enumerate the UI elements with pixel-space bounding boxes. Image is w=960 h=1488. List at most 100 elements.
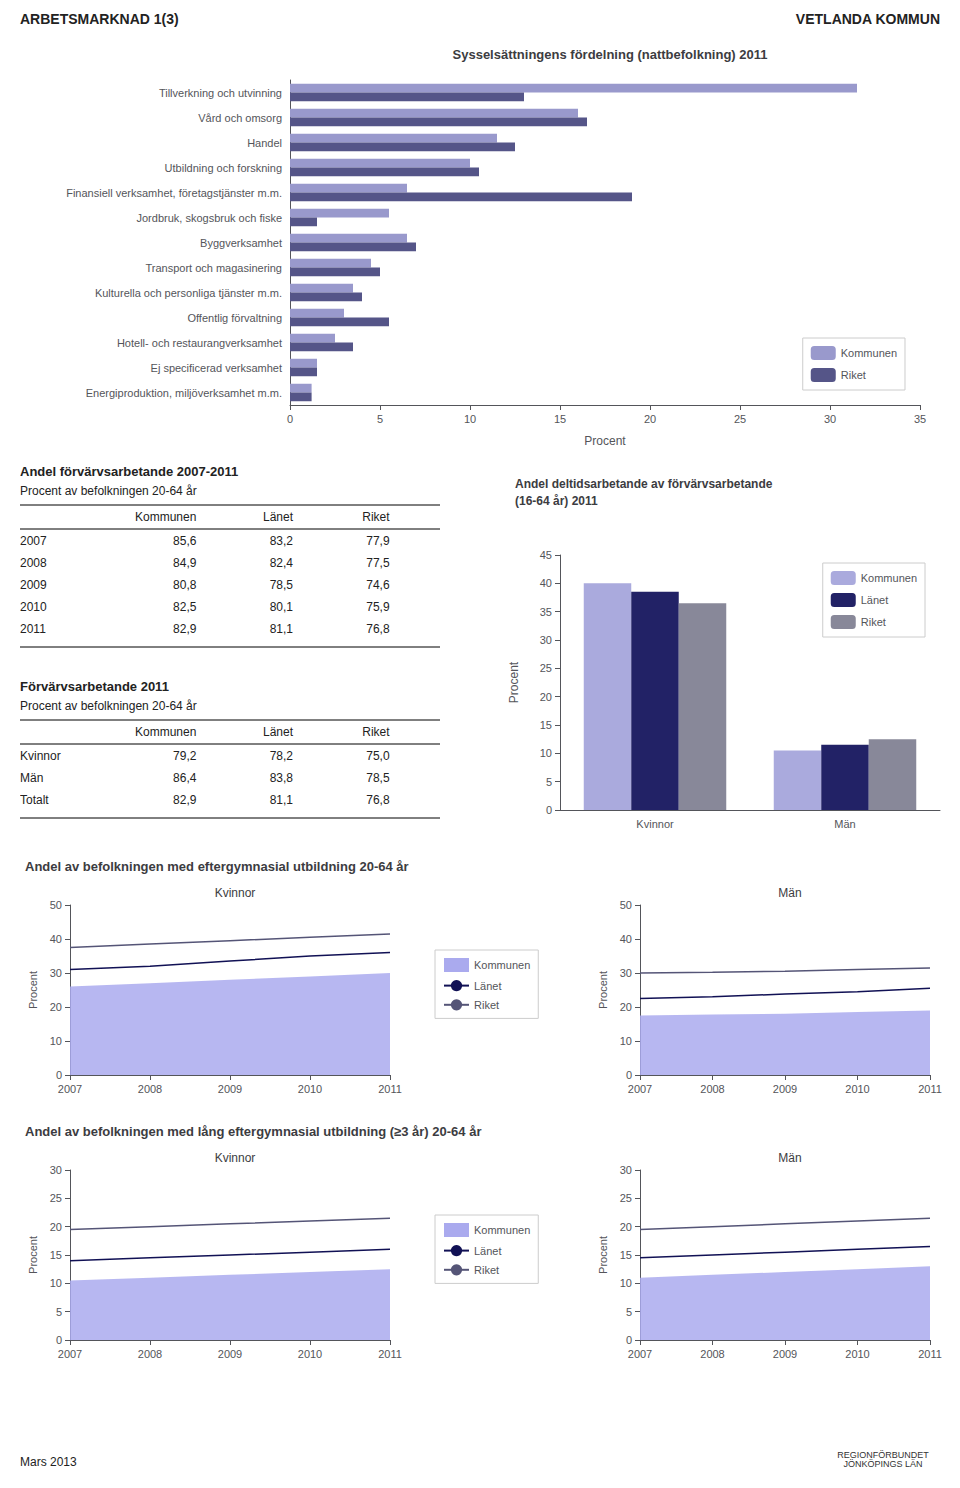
- svg-text:76,8: 76,8: [366, 622, 390, 636]
- svg-text:35: 35: [914, 413, 926, 425]
- svg-text:Mars 2013: Mars 2013: [20, 1455, 77, 1469]
- svg-text:77,5: 77,5: [366, 556, 390, 570]
- svg-text:2007: 2007: [58, 1083, 82, 1095]
- svg-text:2011: 2011: [918, 1348, 942, 1360]
- svg-text:Ej specificerad verksamhet: Ej specificerad verksamhet: [151, 362, 282, 374]
- svg-text:78,5: 78,5: [366, 771, 390, 785]
- svg-text:20: 20: [50, 1001, 62, 1013]
- svg-text:Män: Män: [778, 1151, 801, 1165]
- svg-text:2011: 2011: [378, 1348, 402, 1360]
- svg-text:20: 20: [620, 1221, 632, 1233]
- svg-text:74,6: 74,6: [366, 578, 390, 592]
- svg-text:5: 5: [377, 413, 383, 425]
- svg-text:2011: 2011: [378, 1083, 402, 1095]
- svg-text:ARBETSMARKNAD 1(3): ARBETSMARKNAD 1(3): [20, 11, 179, 27]
- svg-text:Andel deltidsarbetande av förv: Andel deltidsarbetande av förvärvsarbeta…: [515, 477, 773, 491]
- svg-text:25: 25: [734, 413, 746, 425]
- svg-text:50: 50: [50, 899, 62, 911]
- svg-text:Procent: Procent: [584, 434, 626, 448]
- svg-text:2007: 2007: [20, 534, 47, 548]
- svg-text:77,9: 77,9: [366, 534, 390, 548]
- svg-text:Män: Män: [778, 886, 801, 900]
- svg-text:2009: 2009: [773, 1348, 797, 1360]
- svg-text:Finansiell verksamhet, företag: Finansiell verksamhet, företagstjänster …: [66, 187, 282, 199]
- svg-text:Energiproduktion, miljöverksam: Energiproduktion, miljöverksamhet m.m.: [86, 387, 282, 399]
- svg-text:Länet: Länet: [861, 594, 889, 606]
- svg-text:2009: 2009: [218, 1348, 242, 1360]
- svg-text:40: 40: [540, 577, 552, 589]
- svg-text:Hotell- och restaurangverksamh: Hotell- och restaurangverksamhet: [117, 337, 282, 349]
- svg-text:10: 10: [464, 413, 476, 425]
- svg-text:81,1: 81,1: [270, 622, 294, 636]
- svg-text:Förvärvsarbetande 2011: Förvärvsarbetande 2011: [20, 680, 169, 694]
- svg-text:2008: 2008: [138, 1083, 162, 1095]
- svg-text:2007: 2007: [628, 1348, 652, 1360]
- svg-text:25: 25: [540, 662, 552, 674]
- svg-text:82,9: 82,9: [173, 622, 197, 636]
- svg-text:Totalt: Totalt: [20, 793, 49, 807]
- svg-text:Länet: Länet: [474, 1245, 502, 1257]
- svg-text:Riket: Riket: [474, 999, 499, 1011]
- svg-text:76,8: 76,8: [366, 793, 390, 807]
- svg-text:10: 10: [50, 1277, 62, 1289]
- svg-text:0: 0: [626, 1069, 632, 1081]
- svg-text:45: 45: [540, 549, 552, 561]
- svg-text:Kommunen: Kommunen: [861, 572, 917, 584]
- svg-text:Riket: Riket: [474, 1264, 499, 1276]
- svg-text:82,9: 82,9: [173, 793, 197, 807]
- svg-text:Utbildning och forskning: Utbildning och forskning: [165, 162, 282, 174]
- svg-text:81,1: 81,1: [270, 793, 294, 807]
- svg-text:85,6: 85,6: [173, 534, 197, 548]
- svg-text:Kommunen: Kommunen: [135, 725, 196, 739]
- svg-text:25: 25: [620, 1192, 632, 1204]
- svg-text:30: 30: [50, 967, 62, 979]
- svg-text:Transport och magasinering: Transport och magasinering: [145, 262, 282, 274]
- svg-text:0: 0: [56, 1069, 62, 1081]
- svg-text:40: 40: [620, 933, 632, 945]
- svg-text:20: 20: [620, 1001, 632, 1013]
- svg-text:84,9: 84,9: [173, 556, 197, 570]
- svg-text:Länet: Länet: [263, 725, 294, 739]
- svg-text:0: 0: [287, 413, 293, 425]
- svg-text:15: 15: [50, 1249, 62, 1261]
- svg-text:Kommunen: Kommunen: [474, 959, 530, 971]
- svg-text:Procent: Procent: [597, 1236, 609, 1274]
- svg-text:2008: 2008: [700, 1348, 724, 1360]
- svg-text:2011: 2011: [918, 1083, 942, 1095]
- svg-text:20: 20: [540, 691, 552, 703]
- svg-text:Kvinnor: Kvinnor: [636, 818, 674, 830]
- svg-text:Kvinnor: Kvinnor: [215, 1151, 256, 1165]
- svg-text:JÖNKÖPINGS LÄN: JÖNKÖPINGS LÄN: [843, 1459, 922, 1469]
- svg-text:Riket: Riket: [362, 510, 390, 524]
- svg-text:75,0: 75,0: [366, 749, 390, 763]
- svg-text:Sysselsättningens fördelning (: Sysselsättningens fördelning (nattbefolk…: [453, 47, 768, 62]
- svg-text:15: 15: [554, 413, 566, 425]
- svg-text:Kulturella och personliga tjän: Kulturella och personliga tjänster m.m.: [95, 287, 282, 299]
- svg-text:Länet: Länet: [263, 510, 294, 524]
- svg-text:2009: 2009: [218, 1083, 242, 1095]
- svg-text:Handel: Handel: [247, 137, 282, 149]
- svg-text:(16-64 år) 2011: (16-64 år) 2011: [515, 494, 598, 508]
- svg-text:5: 5: [56, 1306, 62, 1318]
- svg-text:83,8: 83,8: [270, 771, 294, 785]
- svg-text:2007: 2007: [628, 1083, 652, 1095]
- svg-text:Procent: Procent: [27, 1236, 39, 1274]
- svg-text:79,2: 79,2: [173, 749, 197, 763]
- svg-text:Länet: Länet: [474, 980, 502, 992]
- svg-text:Procent: Procent: [597, 971, 609, 1009]
- svg-text:Riket: Riket: [841, 369, 866, 381]
- svg-text:2010: 2010: [298, 1083, 322, 1095]
- svg-text:Procent: Procent: [507, 661, 521, 703]
- svg-text:10: 10: [540, 747, 552, 759]
- svg-text:2010: 2010: [845, 1083, 869, 1095]
- svg-text:Procent av befolkningen 20-64: Procent av befolkningen 20-64 år: [20, 484, 197, 498]
- svg-text:25: 25: [50, 1192, 62, 1204]
- svg-text:Kommunen: Kommunen: [135, 510, 196, 524]
- svg-text:30: 30: [824, 413, 836, 425]
- svg-text:Tillverkning och utvinning: Tillverkning och utvinning: [159, 87, 282, 99]
- svg-text:Procent av befolkningen 20-64: Procent av befolkningen 20-64 år: [20, 699, 197, 713]
- svg-text:10: 10: [620, 1277, 632, 1289]
- svg-text:0: 0: [626, 1334, 632, 1346]
- svg-text:Män: Män: [834, 818, 855, 830]
- svg-text:50: 50: [620, 899, 632, 911]
